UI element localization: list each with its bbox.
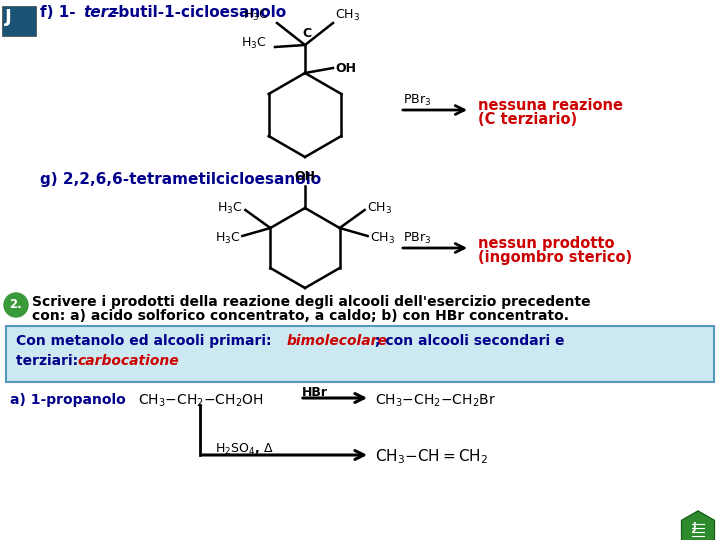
Text: J: J	[5, 8, 12, 26]
Text: OH: OH	[335, 62, 356, 75]
Text: a) 1-propanolo: a) 1-propanolo	[10, 393, 126, 407]
Text: $\mathsf{CH_3{-}CH_2{-}CH_2Br}$: $\mathsf{CH_3{-}CH_2{-}CH_2Br}$	[375, 393, 496, 409]
FancyBboxPatch shape	[6, 326, 714, 382]
Text: ; con alcooli secondari e: ; con alcooli secondari e	[375, 334, 564, 348]
Text: $\mathsf{PBr_3}$: $\mathsf{PBr_3}$	[403, 231, 431, 246]
Text: 2.: 2.	[9, 299, 22, 312]
Text: nessuna reazione: nessuna reazione	[478, 98, 623, 113]
Text: (C terziario): (C terziario)	[478, 112, 577, 127]
Text: bimolecolare: bimolecolare	[287, 334, 388, 348]
Text: J: J	[693, 522, 696, 532]
Text: terz: terz	[83, 5, 117, 20]
Circle shape	[4, 293, 28, 317]
Text: $\mathsf{CH_3{-}CH{=}CH_2}$: $\mathsf{CH_3{-}CH{=}CH_2}$	[375, 447, 488, 465]
Text: $\mathsf{H_3C}$: $\mathsf{H_3C}$	[241, 36, 266, 51]
Text: $\mathsf{CH_3}$: $\mathsf{CH_3}$	[366, 200, 392, 215]
Text: $\mathsf{H_2SO_4}$, $\Delta$: $\mathsf{H_2SO_4}$, $\Delta$	[215, 442, 274, 457]
Text: $\mathsf{CH_3}$: $\mathsf{CH_3}$	[335, 8, 360, 23]
Text: nessun prodotto: nessun prodotto	[478, 236, 614, 251]
Text: Con metanolo ed alcooli primari:: Con metanolo ed alcooli primari:	[16, 334, 276, 348]
FancyBboxPatch shape	[2, 6, 36, 36]
Text: $\mathsf{H_3C}$: $\mathsf{H_3C}$	[215, 231, 240, 246]
Text: con: a) acido solforico concentrato, a caldo; b) con HBr concentrato.: con: a) acido solforico concentrato, a c…	[32, 309, 569, 323]
Text: carbocatione: carbocatione	[77, 354, 179, 368]
Text: -butil-1-cicloesanolo: -butil-1-cicloesanolo	[112, 5, 286, 20]
Text: (ingombro sterico): (ingombro sterico)	[478, 250, 632, 265]
Text: HBr: HBr	[302, 386, 328, 399]
Text: $\mathsf{PBr_3}$: $\mathsf{PBr_3}$	[403, 92, 431, 107]
Text: g) 2,2,6,6-tetrametilcicloesanolo: g) 2,2,6,6-tetrametilcicloesanolo	[40, 172, 321, 187]
Polygon shape	[682, 511, 714, 540]
Text: $\mathsf{H_3C}$: $\mathsf{H_3C}$	[217, 200, 243, 215]
Text: f) 1-: f) 1-	[40, 5, 76, 20]
Text: $\mathsf{CH_3{-}CH_2{-}CH_2OH}$: $\mathsf{CH_3{-}CH_2{-}CH_2OH}$	[138, 393, 264, 409]
Text: OH: OH	[294, 170, 315, 183]
Text: Scrivere i prodotti della reazione degli alcooli dell'esercizio precedente: Scrivere i prodotti della reazione degli…	[32, 295, 590, 309]
Text: $\mathsf{H_3C}$: $\mathsf{H_3C}$	[243, 8, 269, 23]
Text: terziari:: terziari:	[16, 354, 83, 368]
Text: C: C	[302, 27, 312, 40]
Text: $\mathsf{CH_3}$: $\mathsf{CH_3}$	[369, 231, 395, 246]
